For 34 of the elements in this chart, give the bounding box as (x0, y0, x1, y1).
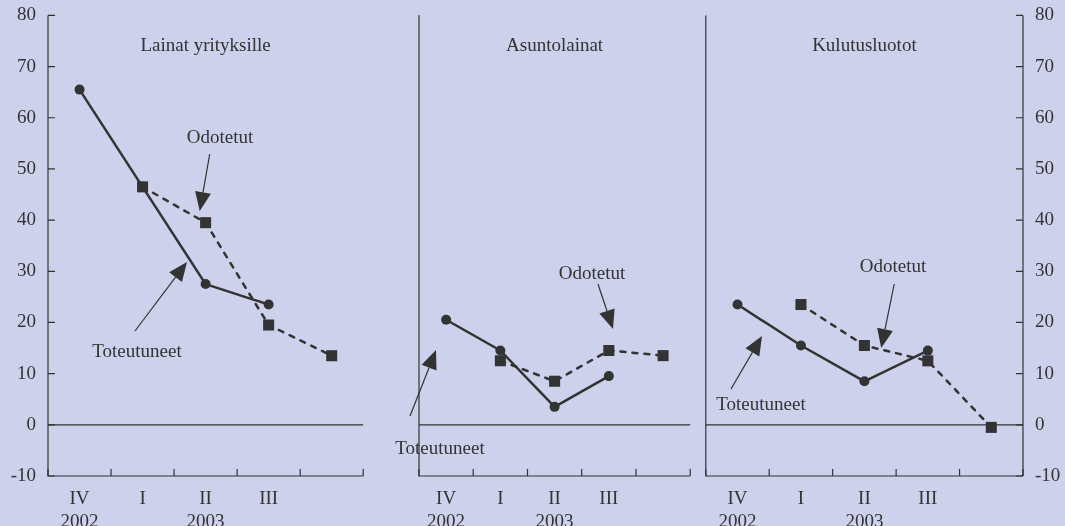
y-tick-label: 40 (17, 208, 36, 230)
annotation: Toteutuneet (92, 339, 183, 361)
y-tick-label: -10 (10, 463, 36, 485)
annotation: Odotetut (859, 254, 927, 276)
y2-tick-label: 60 (1035, 105, 1054, 127)
y2-tick-label: 10 (1035, 361, 1054, 383)
x-tick-label: III (599, 487, 619, 509)
y2-tick-label: 70 (1035, 54, 1054, 76)
text: Lainat yrityksille (140, 33, 271, 55)
text: Kulutusluotot (812, 33, 918, 55)
y2-tick-label: 0 (1035, 412, 1045, 434)
text: Asuntolainat (506, 33, 604, 55)
x-tick-label: I (497, 487, 504, 509)
y2-tick-label: 80 (1035, 3, 1054, 25)
x-tick-label: III (918, 487, 938, 509)
y-tick-label: 50 (17, 156, 36, 178)
y2-tick-label: 30 (1035, 259, 1054, 281)
y-tick-label: 60 (17, 105, 36, 127)
annotation: Toteutuneet (716, 392, 807, 414)
y2-tick-label: 40 (1035, 208, 1054, 230)
y-tick-label: 70 (17, 54, 36, 76)
x-tick-label: I (797, 487, 805, 509)
x-tick-label: I (139, 487, 146, 509)
annotation: Odotetut (186, 125, 254, 147)
y-tick-label: 30 (17, 259, 36, 281)
y-tick-label: 0 (26, 412, 36, 434)
y2-tick-label: -10 (1035, 463, 1061, 485)
annotation: Odotetut (558, 261, 626, 283)
y-tick-label: 20 (17, 310, 36, 332)
x-tick-label: III (259, 487, 279, 509)
y2-tick-label: 20 (1035, 310, 1054, 332)
y-tick-label: 80 (17, 3, 36, 25)
y2-tick-label: 50 (1035, 156, 1054, 178)
y-tick-label: 10 (17, 361, 36, 383)
